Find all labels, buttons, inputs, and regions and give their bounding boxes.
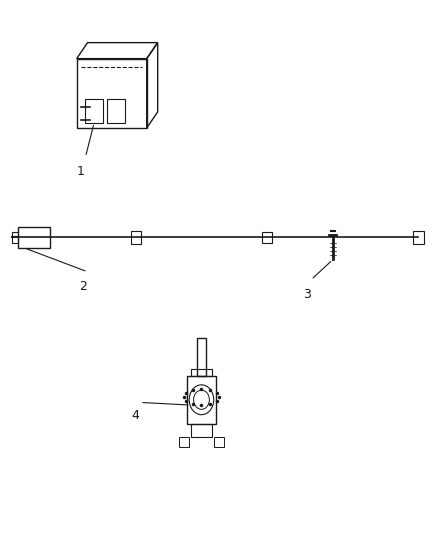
Text: 4: 4 xyxy=(132,409,140,422)
Text: 1: 1 xyxy=(77,165,85,178)
Text: 2: 2 xyxy=(79,280,87,293)
Text: 3: 3 xyxy=(303,288,311,301)
